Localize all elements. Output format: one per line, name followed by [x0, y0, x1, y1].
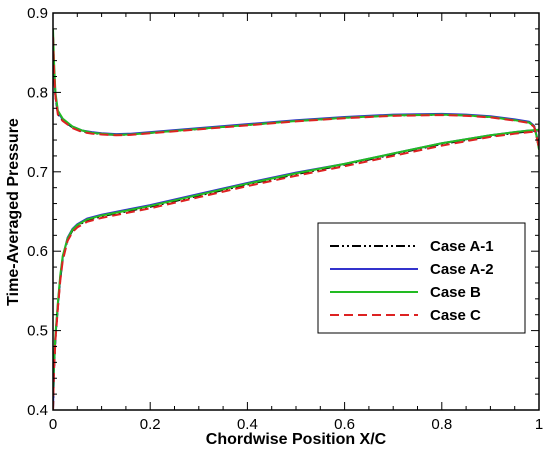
series-line-case-b-upper [53, 28, 539, 150]
y-tick-label: 0.9 [27, 5, 48, 22]
x-axis-title: Chordwise Position X/C [206, 431, 387, 448]
legend-label: Case A-2 [430, 261, 494, 278]
legend-label: Case A-1 [430, 238, 494, 255]
legend-box [317, 222, 526, 334]
y-tick-label: 0.6 [27, 243, 48, 260]
y-tick-label: 0.7 [27, 164, 48, 181]
x-tick-label: 0.6 [334, 416, 355, 433]
series-line-case-a-1-upper [53, 36, 539, 149]
y-tick-label: 0.8 [27, 84, 48, 101]
series-line-case-b-lower [53, 128, 539, 395]
y-axis-title: Time-Averaged Pressure [5, 118, 22, 306]
x-tick-label: 0.2 [140, 416, 161, 433]
series-layer [53, 28, 539, 410]
ticks-layer: 0 0.2 0.4 0.6 0.8 1 0.4 0.5 0.6 0.7 0.8 0.9 [27, 5, 543, 433]
series-line-case-c-upper [53, 36, 539, 149]
legend-label: Case B [430, 284, 481, 301]
x-tick-label: 0.8 [431, 416, 452, 433]
x-tick-label: 0 [49, 416, 57, 433]
series-line-case-c-lower [53, 130, 539, 410]
x-tick-label: 1 [535, 416, 543, 433]
y-tick-label: 0.5 [27, 323, 48, 340]
x-tick-label: 0.4 [237, 416, 258, 433]
legend: Case A-1 Case A-2 Case B Case C [317, 222, 526, 334]
y-tick-label: 0.4 [27, 402, 48, 419]
series-line-case-a-2-upper [53, 36, 539, 149]
legend-label: Case C [430, 307, 481, 324]
